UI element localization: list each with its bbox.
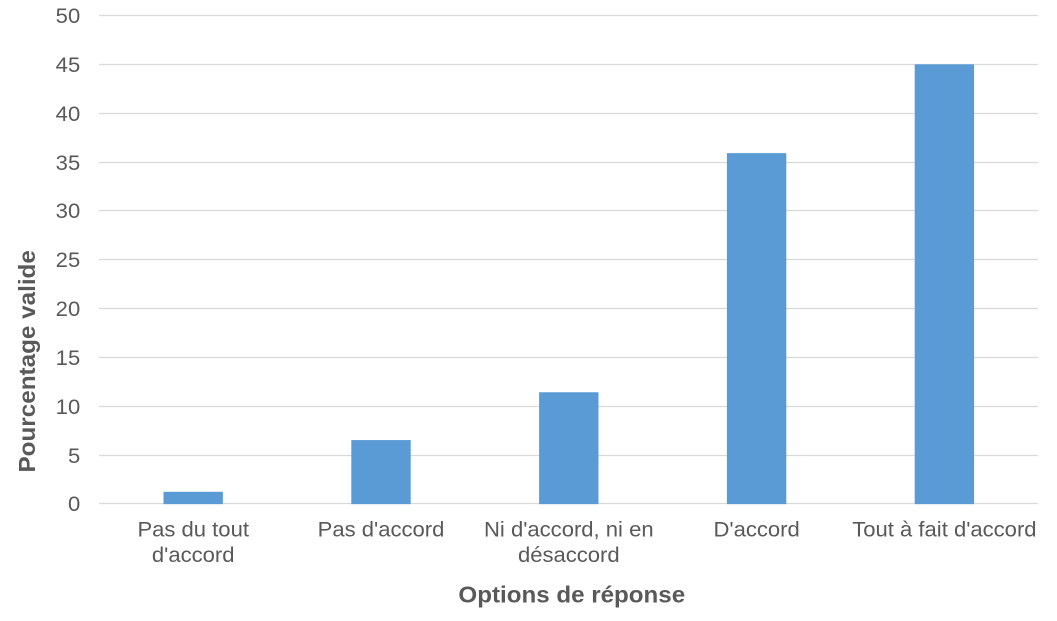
svg-text:10: 10 bbox=[56, 395, 81, 418]
svg-text:Ni d'accord, ni en: Ni d'accord, ni en bbox=[484, 518, 654, 541]
svg-text:15: 15 bbox=[56, 346, 81, 369]
svg-text:Options de réponse: Options de réponse bbox=[458, 582, 685, 607]
svg-text:désaccord: désaccord bbox=[518, 544, 620, 567]
svg-text:5: 5 bbox=[68, 444, 80, 467]
svg-text:D'accord: D'accord bbox=[713, 518, 799, 541]
svg-text:50: 50 bbox=[56, 4, 81, 27]
svg-text:0: 0 bbox=[68, 492, 80, 515]
svg-text:Pas d'accord: Pas d'accord bbox=[318, 518, 445, 541]
svg-text:Pas du tout: Pas du tout bbox=[137, 518, 248, 541]
svg-text:30: 30 bbox=[56, 199, 81, 222]
svg-text:40: 40 bbox=[56, 102, 81, 125]
svg-text:20: 20 bbox=[56, 297, 81, 320]
svg-text:25: 25 bbox=[56, 248, 81, 271]
svg-text:d'accord: d'accord bbox=[152, 544, 235, 567]
svg-text:45: 45 bbox=[56, 53, 81, 76]
svg-text:35: 35 bbox=[56, 151, 81, 174]
svg-text:Pourcentage valide: Pourcentage valide bbox=[16, 250, 41, 472]
svg-text:Tout à fait d'accord: Tout à fait d'accord bbox=[852, 518, 1036, 541]
